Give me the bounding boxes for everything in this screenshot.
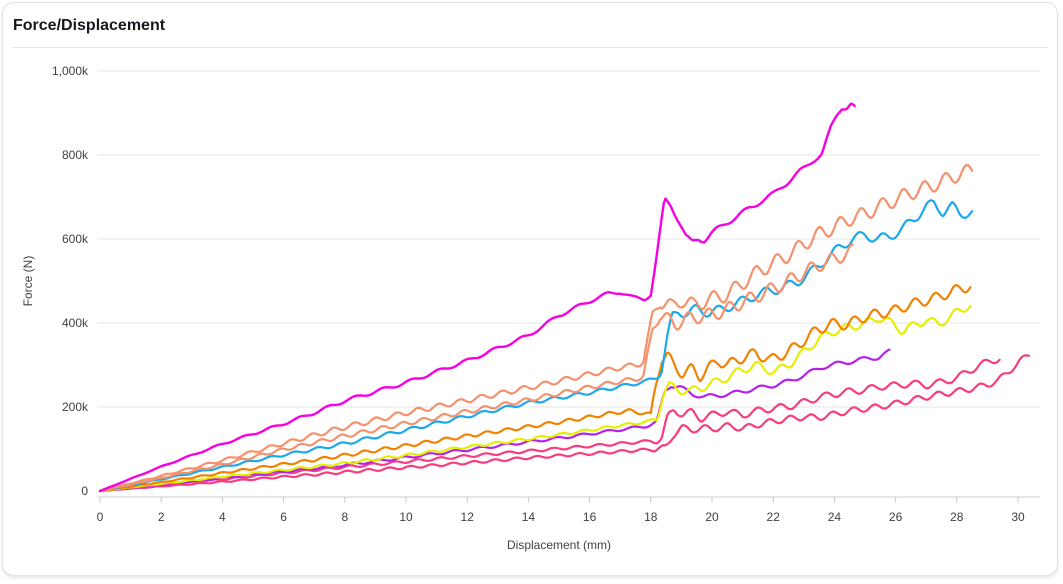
chart-title: Force/Displacement [13,17,166,34]
series-pink-lower [98,354,1031,493]
svg-text:6: 6 [280,510,287,524]
svg-text:24: 24 [828,510,842,524]
y-axis-ticks: 0 200k 400k 600k 800k 1,000k [52,64,89,498]
svg-text:28: 28 [950,510,964,524]
svg-text:20: 20 [705,510,719,524]
svg-text:400k: 400k [62,316,89,330]
svg-text:0: 0 [81,484,88,498]
svg-text:26: 26 [889,510,903,524]
svg-text:600k: 600k [62,232,89,246]
series-salmon-lower [98,243,854,493]
series-magenta [98,102,856,493]
svg-text:4: 4 [219,510,226,524]
svg-text:18: 18 [644,510,658,524]
svg-text:10: 10 [399,510,413,524]
series-orange [98,284,972,493]
x-axis: 0 2 4 6 8 10 12 14 16 18 20 22 24 26 28 30 [97,496,1040,524]
x-axis-title: Displacement (mm) [506,538,611,552]
svg-text:12: 12 [461,510,475,524]
series-purple [98,348,891,493]
series-pink-upper [98,358,1001,493]
svg-text:8: 8 [341,510,348,524]
svg-text:14: 14 [522,510,536,524]
gridlines [97,70,1040,408]
svg-text:1,000k: 1,000k [52,64,89,78]
y-axis-title: Force (N) [21,255,35,307]
title-divider [12,47,1048,48]
svg-text:0: 0 [97,510,104,524]
svg-text:2: 2 [158,510,165,524]
svg-text:800k: 800k [62,148,89,162]
svg-text:22: 22 [767,510,781,524]
svg-text:16: 16 [583,510,597,524]
series-salmon-upper [98,163,974,493]
svg-text:200k: 200k [62,400,89,414]
series-cyan [98,199,974,493]
svg-text:30: 30 [1011,510,1025,524]
